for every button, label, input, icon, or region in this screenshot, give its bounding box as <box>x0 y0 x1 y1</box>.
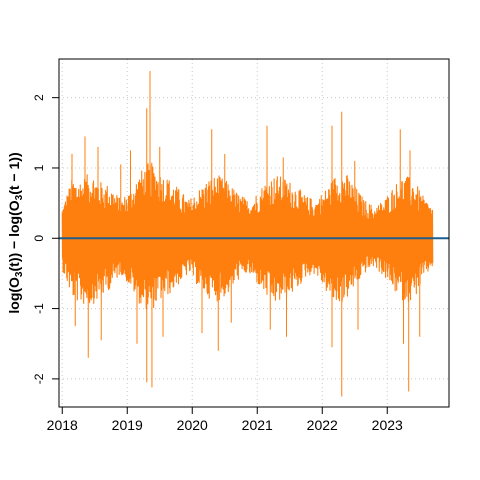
x-tick-label-2020: 2020 <box>177 417 208 433</box>
y-axis: -2 -1 0 1 2 <box>32 94 60 384</box>
x-tick-label-2019: 2019 <box>112 417 143 433</box>
y-tick-label-0: 0 <box>32 235 46 242</box>
y-axis-label-part: log(O <box>6 277 22 314</box>
y-tick-label--1: -1 <box>32 303 46 314</box>
y-axis-label-part: (t)) − log(O <box>6 200 22 271</box>
x-tick-label-2023: 2023 <box>372 417 403 433</box>
x-tick-label-2022: 2022 <box>307 417 338 433</box>
y-axis-label-subscript: 3 <box>14 271 25 277</box>
y-tick-label--2: -2 <box>32 373 46 384</box>
y-axis-label-part: (t − 1)) <box>6 152 22 194</box>
x-axis: 2018 2019 2020 2021 2022 2023 <box>47 406 403 433</box>
y-axis-label-subscript: 3 <box>14 194 25 200</box>
y-tick-label-2: 2 <box>32 94 46 101</box>
y-tick-label-1: 1 <box>32 164 46 171</box>
y-axis-label: log(O3(t)) − log(O3(t − 1)) <box>6 152 25 313</box>
x-tick-label-2018: 2018 <box>47 417 78 433</box>
x-tick-label-2021: 2021 <box>242 417 273 433</box>
